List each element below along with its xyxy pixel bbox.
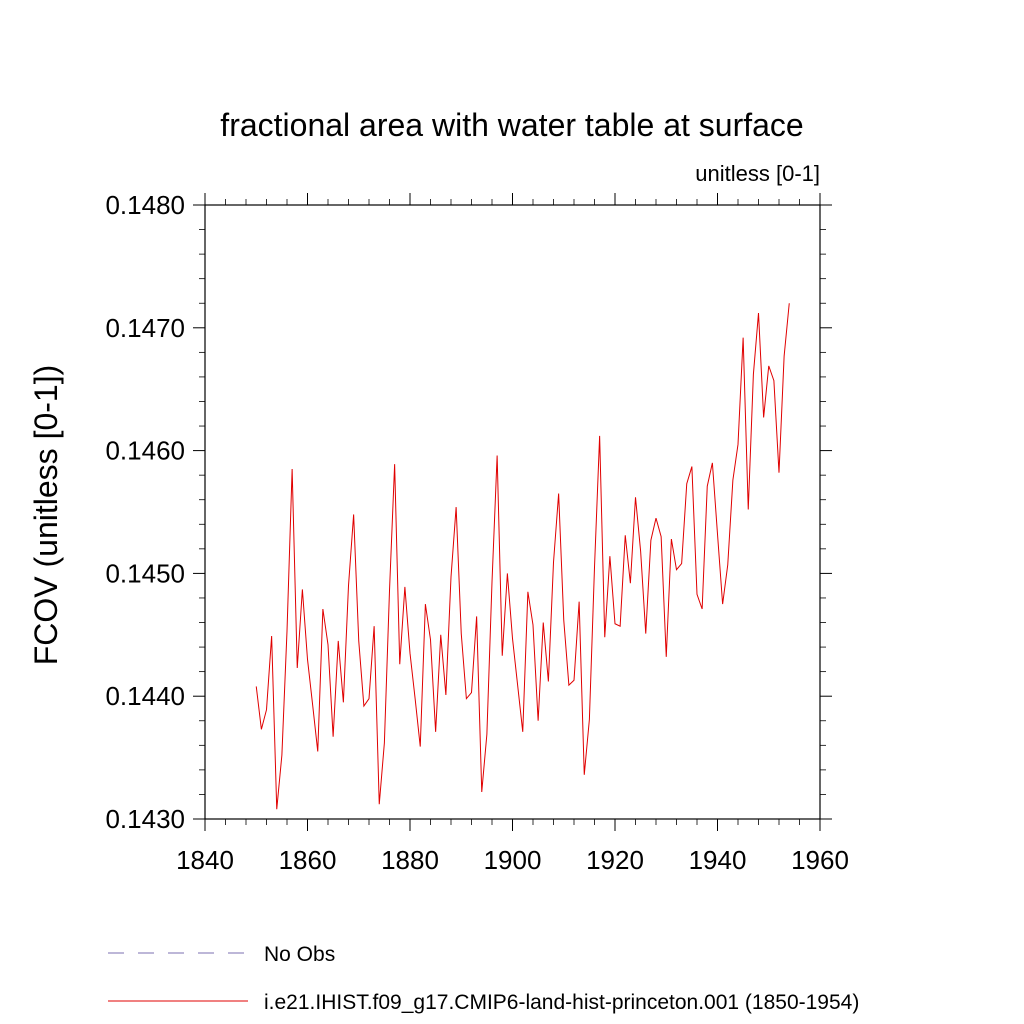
axis-ticks xyxy=(193,193,832,831)
x-tick-label: 1900 xyxy=(484,845,542,875)
y-tick-label: 0.1430 xyxy=(105,804,185,834)
legend-label: No Obs xyxy=(264,943,335,966)
y-tick-label: 0.1480 xyxy=(105,190,185,220)
x-tick-label: 1920 xyxy=(586,845,644,875)
y-tick-label: 0.1440 xyxy=(105,681,185,711)
series-group xyxy=(255,303,790,810)
legend-label: i.e21.IHIST.f09_g17.CMIP6-land-hist-prin… xyxy=(264,991,859,1014)
plot-frame xyxy=(204,204,821,820)
x-tick-label: 1840 xyxy=(176,845,234,875)
y-tick-label: 0.1450 xyxy=(105,558,185,588)
axis-tick-labels: 1840 1860 1880 1900 1920 1940 1960 0.1430 0.1440… xyxy=(105,190,848,875)
chart-subtitle: unitless [0-1] xyxy=(695,161,820,186)
series-line xyxy=(255,303,790,810)
y-tick-label: 0.1460 xyxy=(105,436,185,466)
x-tick-label: 1860 xyxy=(279,845,337,875)
y-tick-label: 0.1470 xyxy=(105,313,185,343)
y-axis-label: FCOV (unitless [0-1]) xyxy=(28,365,64,666)
x-tick-label: 1960 xyxy=(791,845,849,875)
legend: No Obs i.e21.IHIST.f09_g17.CMIP6-land-his… xyxy=(108,943,859,1014)
chart-title: fractional area with water table at surf… xyxy=(220,107,803,143)
x-tick-label: 1940 xyxy=(689,845,747,875)
x-tick-label: 1880 xyxy=(381,845,439,875)
